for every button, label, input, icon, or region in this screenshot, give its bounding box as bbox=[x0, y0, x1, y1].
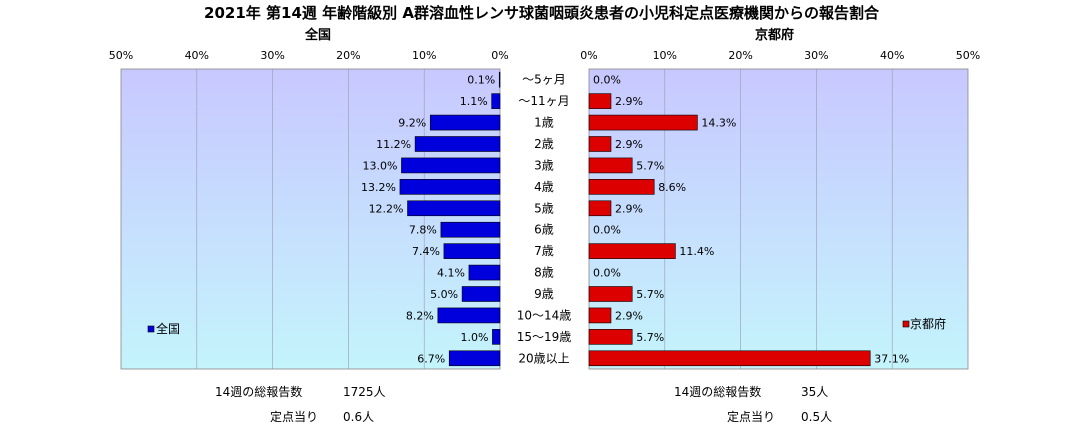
data-label-kyoto: 5.7% bbox=[636, 331, 664, 344]
bar-national bbox=[437, 307, 501, 324]
data-label-kyoto: 0.0% bbox=[593, 224, 621, 237]
footer-left-total-label: 14週の総報告数 bbox=[215, 385, 303, 399]
bar-national bbox=[399, 179, 501, 195]
x-tick-label: 20% bbox=[336, 49, 360, 62]
category-label: 6歳 bbox=[534, 223, 554, 237]
data-label-national: 9.2% bbox=[398, 117, 426, 130]
data-label-national: 1.0% bbox=[460, 331, 488, 344]
data-label-kyoto: 37.1% bbox=[874, 352, 909, 365]
bar-kyoto bbox=[588, 93, 612, 109]
category-label: 20歳以上 bbox=[518, 351, 569, 365]
data-label-national: 7.4% bbox=[412, 245, 440, 258]
bar-national bbox=[407, 200, 501, 217]
x-tick-label: 0% bbox=[580, 49, 597, 62]
bar-kyoto bbox=[588, 286, 633, 302]
category-label: 2歳 bbox=[534, 137, 554, 151]
bar-national bbox=[461, 286, 501, 302]
bar-national bbox=[429, 114, 501, 131]
data-label-kyoto: 0.0% bbox=[593, 74, 621, 87]
legend-swatch-kyoto bbox=[902, 320, 910, 328]
bar-kyoto bbox=[588, 179, 655, 195]
x-tick-label: 30% bbox=[804, 49, 828, 62]
bar-national bbox=[468, 264, 501, 281]
data-label-kyoto: 5.7% bbox=[636, 159, 664, 172]
legend-label-kyoto: 京都府 bbox=[910, 316, 946, 331]
bar-kyoto bbox=[588, 114, 698, 131]
bar-national bbox=[492, 329, 501, 345]
legend-label-national: 全国 bbox=[156, 321, 180, 336]
category-label: ～11ヶ月 bbox=[518, 94, 569, 108]
data-label-national: 1.1% bbox=[460, 95, 488, 108]
x-tick-label: 50% bbox=[956, 49, 980, 62]
x-tick-label: 10% bbox=[412, 49, 436, 62]
plot-border-kyoto bbox=[588, 68, 969, 370]
panel-title-kyoto: 京都府 bbox=[755, 28, 795, 43]
bar-national bbox=[443, 243, 501, 259]
data-label-kyoto: 2.9% bbox=[615, 95, 643, 108]
data-label-national: 11.2% bbox=[376, 138, 411, 151]
category-label: 5歳 bbox=[534, 201, 554, 215]
x-tick-label: 40% bbox=[880, 49, 904, 62]
bar-national bbox=[414, 136, 501, 152]
data-label-national: 13.2% bbox=[361, 181, 396, 194]
bar-national bbox=[491, 93, 501, 109]
category-label: 1歳 bbox=[534, 116, 554, 130]
panel-title-national: 全国 bbox=[305, 28, 332, 43]
data-label-national: 8.2% bbox=[406, 309, 434, 322]
footer-left-per-value: 0.6人 bbox=[343, 410, 375, 424]
bar-kyoto bbox=[588, 200, 612, 217]
x-tick-label: 40% bbox=[185, 49, 209, 62]
chart-title: 2021年 第14週 年齢階級別 A群溶血性レンサ球菌咽頭炎患者の小児科定点医療… bbox=[204, 4, 879, 22]
plot-border-national bbox=[120, 68, 501, 370]
category-label: 7歳 bbox=[534, 244, 554, 258]
data-label-kyoto: 5.7% bbox=[636, 288, 664, 301]
category-label: 3歳 bbox=[534, 158, 554, 172]
data-label-kyoto: 14.3% bbox=[701, 117, 736, 130]
footer-right-per-value: 0.5人 bbox=[801, 410, 833, 424]
x-tick-label: 0% bbox=[491, 49, 508, 62]
bar-kyoto bbox=[588, 136, 612, 152]
footer-left-total-value: 1725人 bbox=[343, 385, 386, 399]
data-label-national: 12.2% bbox=[369, 202, 404, 215]
x-tick-label: 10% bbox=[653, 49, 677, 62]
data-label-kyoto: 2.9% bbox=[615, 138, 643, 151]
bar-national bbox=[440, 221, 501, 238]
footer-left-per-label: 定点当り bbox=[270, 410, 319, 424]
category-label: 4歳 bbox=[534, 180, 554, 194]
data-label-kyoto: 11.4% bbox=[679, 245, 714, 258]
data-label-kyoto: 0.0% bbox=[593, 267, 621, 280]
bar-national bbox=[401, 157, 501, 174]
data-label-national: 7.8% bbox=[409, 224, 437, 237]
category-label: 15～19歳 bbox=[517, 330, 572, 344]
data-label-national: 0.1% bbox=[467, 74, 495, 87]
bar-kyoto bbox=[588, 157, 633, 174]
data-label-national: 6.7% bbox=[417, 352, 445, 365]
footer-right-total-value: 35人 bbox=[801, 385, 829, 399]
category-label: 8歳 bbox=[534, 266, 554, 280]
data-label-kyoto: 2.9% bbox=[615, 202, 643, 215]
data-label-kyoto: 8.6% bbox=[658, 181, 686, 194]
bar-kyoto bbox=[588, 350, 871, 367]
x-tick-label: 30% bbox=[260, 49, 284, 62]
category-label: ～5ヶ月 bbox=[522, 73, 566, 87]
data-label-national: 5.0% bbox=[430, 288, 458, 301]
bar-national bbox=[448, 350, 501, 367]
category-label: 10～14歳 bbox=[517, 308, 572, 322]
footer-right-per-label: 定点当り bbox=[727, 410, 776, 424]
bar-national bbox=[498, 71, 501, 88]
data-label-national: 13.0% bbox=[363, 159, 398, 172]
footer-right-total-label: 14週の総報告数 bbox=[674, 385, 762, 399]
data-label-national: 4.1% bbox=[437, 267, 465, 280]
x-tick-label: 50% bbox=[109, 49, 133, 62]
category-label: 9歳 bbox=[534, 287, 554, 301]
data-label-kyoto: 2.9% bbox=[615, 309, 643, 322]
legend-swatch-national bbox=[147, 325, 155, 333]
bar-kyoto bbox=[588, 307, 612, 324]
bar-kyoto bbox=[588, 329, 633, 345]
bar-kyoto bbox=[588, 243, 676, 259]
x-tick-label: 20% bbox=[728, 49, 752, 62]
